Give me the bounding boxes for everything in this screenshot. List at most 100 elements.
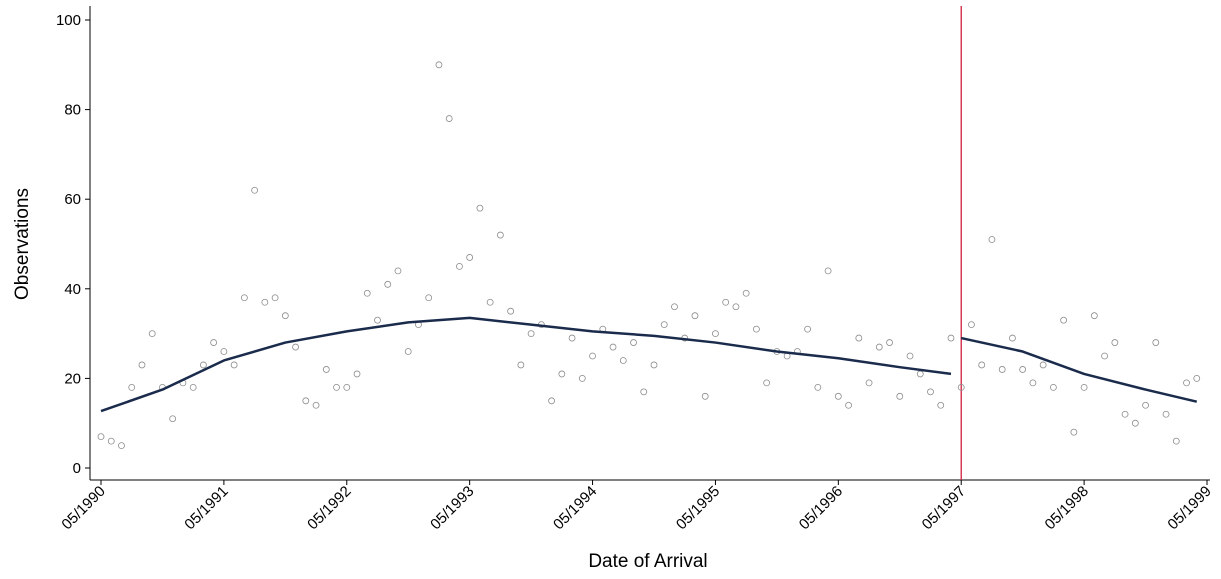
data-point [916, 370, 924, 378]
data-point [712, 330, 719, 338]
data-point [445, 115, 453, 122]
data-point [200, 361, 207, 369]
y-tick-label: 20 [64, 370, 81, 387]
data-point [568, 334, 576, 342]
data-point [1162, 410, 1170, 418]
data-point [456, 262, 463, 270]
data-point [814, 383, 822, 391]
data-point [896, 392, 904, 400]
data-point [271, 294, 279, 302]
data-point [937, 401, 945, 409]
data-point [1131, 419, 1139, 427]
y-tick-label: 60 [64, 191, 81, 208]
data-point [148, 330, 156, 338]
data-point [169, 415, 177, 423]
data-point [957, 383, 965, 391]
data-point [476, 204, 484, 212]
data-point [1183, 379, 1190, 387]
data-point [1029, 379, 1037, 387]
x-axis-title: Date of Arrival [588, 551, 707, 572]
data-point [1070, 428, 1078, 436]
data-point [701, 392, 709, 400]
data-point [292, 343, 299, 351]
data-point [302, 397, 310, 405]
data-point [353, 370, 361, 378]
data-point [1009, 334, 1016, 342]
data-point [589, 352, 596, 360]
data-point [1060, 316, 1068, 324]
data-point [630, 339, 637, 346]
x-tick-label: 05/1992 [304, 483, 354, 533]
data-point [210, 339, 218, 346]
data-point [138, 361, 146, 369]
data-point [978, 361, 986, 369]
y-tick-label: 40 [64, 281, 81, 298]
data-point [691, 312, 699, 320]
data-point [558, 370, 566, 378]
data-point [374, 316, 381, 324]
x-tick-label: 05/1991 [181, 483, 231, 533]
data-point [660, 321, 668, 329]
x-tick-label: 05/1996 [796, 483, 846, 533]
data-point [609, 343, 617, 351]
data-point [732, 303, 740, 311]
data-point [312, 401, 320, 409]
data-point [640, 388, 648, 396]
data-point [824, 267, 832, 275]
data-point [384, 280, 392, 288]
data-point [1111, 339, 1119, 346]
data-point [578, 374, 586, 382]
data-point [97, 433, 105, 441]
data-point [1142, 401, 1149, 409]
data-point [394, 267, 402, 275]
data-point [968, 321, 975, 329]
fit-line [960, 336, 1198, 403]
x-tick-label: 05/1998 [1042, 483, 1092, 533]
data-point [875, 343, 883, 351]
data-point [220, 348, 228, 355]
data-point [650, 361, 658, 369]
data-point [507, 307, 515, 315]
data-point [548, 397, 555, 405]
data-point [281, 312, 289, 320]
data-point [742, 289, 750, 297]
data-point [128, 383, 136, 391]
data-point [804, 325, 812, 333]
y-axis-title: Observations [12, 188, 33, 300]
x-tick-label: 05/1999 [1164, 483, 1214, 533]
data-point [230, 361, 238, 369]
data-point [855, 334, 863, 342]
x-tick-label: 05/1997 [919, 483, 969, 533]
y-tick-label: 0 [73, 460, 81, 477]
data-point [517, 361, 525, 369]
data-point [865, 379, 873, 387]
data-point [435, 61, 443, 69]
data-point [753, 325, 760, 333]
data-point [240, 294, 248, 302]
data-point [886, 339, 893, 346]
data-point [251, 186, 259, 194]
data-point [107, 437, 115, 445]
data-point [619, 357, 627, 364]
data-point [1193, 374, 1201, 382]
fit-line [100, 316, 952, 413]
data-point [486, 298, 494, 306]
data-point [322, 366, 330, 373]
data-point [425, 294, 433, 302]
data-point [466, 254, 474, 261]
x-tick-label: 05/1993 [427, 483, 477, 533]
y-tick-label: 100 [56, 12, 81, 29]
data-point [998, 366, 1006, 373]
y-tick-label: 80 [64, 102, 81, 119]
data-point [845, 401, 852, 409]
data-point [118, 442, 125, 450]
data-point [927, 388, 934, 396]
data-point [906, 352, 914, 360]
data-point [1080, 383, 1088, 391]
data-point [261, 298, 269, 306]
data-point [189, 383, 197, 391]
x-tick-label: 05/1994 [550, 483, 600, 533]
data-point [404, 348, 412, 355]
data-point [1172, 437, 1180, 445]
